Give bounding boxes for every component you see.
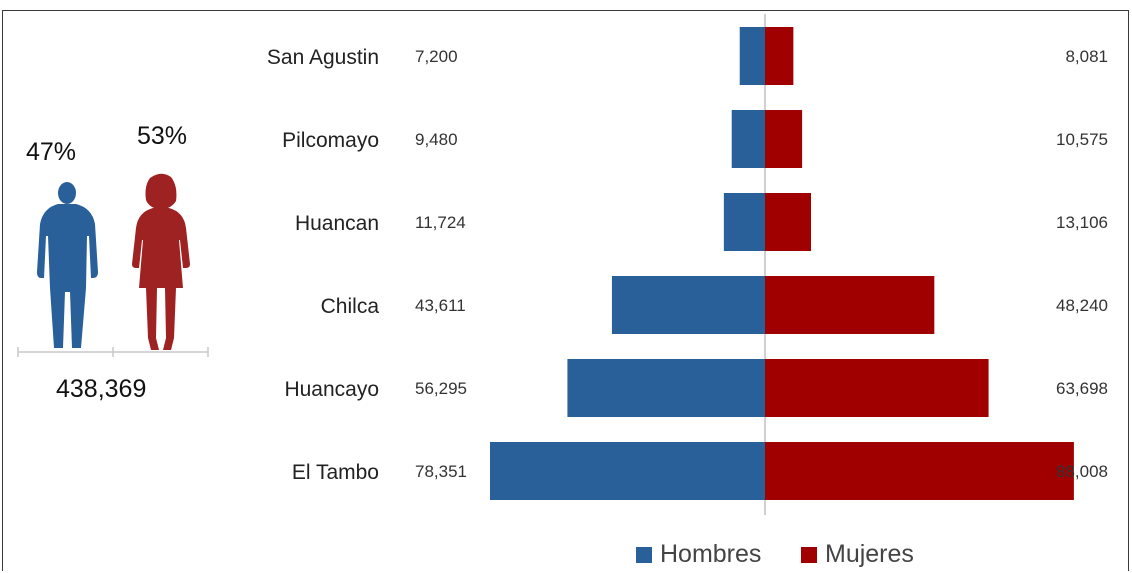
bar-hombres-chilca — [611, 276, 765, 334]
bar-mujeres-huancayo — [765, 359, 989, 417]
category-label-pilcomayo: Pilcomayo — [282, 129, 379, 152]
value-label-mujeres-san-agustin: 8,081 — [1065, 47, 1108, 66]
bar-mujeres-san-agustin — [765, 27, 794, 85]
bar-hombres-huancan — [723, 193, 765, 251]
total-population: 438,369 — [56, 375, 147, 403]
legend-label-mujeres: Mujeres — [825, 540, 914, 568]
legend-item-hombres: Hombres — [636, 540, 761, 569]
legend-swatch-mujeres — [801, 546, 817, 563]
bar-mujeres-pilcomayo — [765, 110, 803, 168]
value-label-hombres-san-agustin: 7,200 — [415, 47, 458, 66]
value-label-mujeres-huancan: 13,106 — [1056, 213, 1108, 232]
value-label-hombres-huancayo: 56,295 — [415, 379, 467, 398]
men-percent: 47% — [26, 138, 77, 166]
legend-swatch-hombres — [636, 546, 652, 563]
category-label-el-tambo: El Tambo — [292, 461, 379, 484]
bar-hombres-el-tambo — [490, 442, 765, 500]
value-label-mujeres-huancayo: 63,698 — [1056, 379, 1108, 398]
legend-item-mujeres: Mujeres — [801, 540, 914, 569]
value-label-hombres-pilcomayo: 9,480 — [415, 130, 458, 149]
legend-label-hombres: Hombres — [660, 540, 762, 568]
value-label-mujeres-chilca: 48,240 — [1056, 296, 1108, 315]
gender-figures — [17, 173, 209, 357]
labels-group: San Agustin 7,200 8,081 Pilcomayo 9,480 10,57… — [267, 46, 1108, 484]
category-label-chilca: Chilca — [321, 295, 380, 318]
bar-mujeres-huancan — [765, 193, 812, 251]
category-label-huancan: Huancan — [295, 212, 379, 235]
category-label-huancayo: Huancayo — [284, 378, 379, 401]
value-label-hombres-chilca: 43,611 — [415, 296, 466, 315]
population-summary: 47% 53% 438,369 — [0, 0, 240, 573]
bar-hombres-san-agustin — [739, 27, 765, 85]
value-label-hombres-huancan: 11,724 — [415, 213, 466, 232]
category-label-san-agustin: San Agustin — [267, 46, 379, 69]
man-silhouette-icon — [37, 182, 98, 348]
women-percent: 53% — [137, 122, 188, 150]
value-label-mujeres-pilcomayo: 10,575 — [1056, 130, 1108, 149]
bars-group — [490, 27, 1074, 500]
woman-silhouette-icon — [132, 173, 190, 350]
bar-mujeres-el-tambo — [765, 442, 1074, 500]
bar-hombres-huancayo — [567, 359, 765, 417]
value-label-mujeres-el-tambo: 88,008 — [1056, 462, 1108, 481]
value-label-hombres-el-tambo: 78,351 — [415, 462, 467, 481]
bar-hombres-pilcomayo — [731, 110, 765, 168]
bar-mujeres-chilca — [765, 276, 935, 334]
